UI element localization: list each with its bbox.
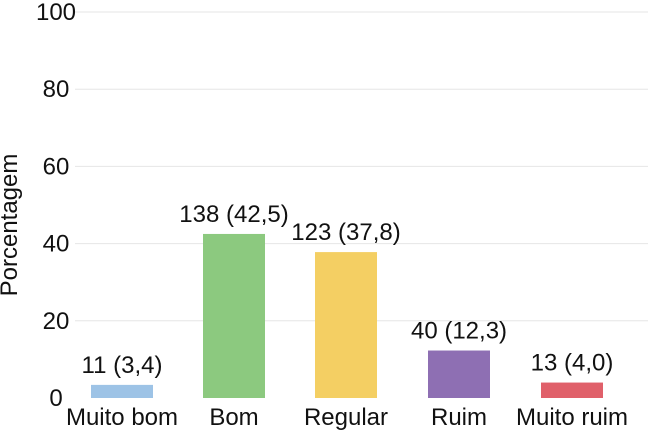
bar-muito-ruim <box>541 382 603 398</box>
y-tick-label: 100 <box>36 0 76 26</box>
x-tick-label: Muito bom <box>66 404 178 431</box>
data-label: 40 (12,3) <box>411 318 507 345</box>
data-label: 13 (4,0) <box>531 350 614 377</box>
bar-muito-bom <box>91 384 153 398</box>
y-tick-label: 40 <box>43 231 70 258</box>
x-tick-label: Bom <box>209 404 258 431</box>
data-label: 11 (3,4) <box>82 352 163 379</box>
bar-bom <box>203 233 265 398</box>
y-tick-label: 0 <box>49 385 62 412</box>
bars <box>91 233 603 398</box>
y-tick-label: 20 <box>43 308 70 335</box>
y-tick-label: 60 <box>43 153 70 180</box>
y-tick-label: 80 <box>43 76 70 103</box>
x-axis-ticks: Muito bom Bom Regular Ruim Muito ruim <box>66 404 628 431</box>
bar-regular <box>315 252 377 398</box>
y-axis-ticks: 0 20 40 60 80 100 <box>36 0 76 412</box>
data-label: 138 (42,5) <box>179 201 288 228</box>
gridlines <box>75 11 648 322</box>
x-tick-label: Regular <box>304 404 388 431</box>
y-axis-title: Porcentagem <box>0 154 23 297</box>
bar-ruim <box>428 350 490 398</box>
x-tick-label: Ruim <box>431 404 487 431</box>
data-labels: 11 (3,4) 138 (42,5)123 (37,8) 40 (12,3) 13 … <box>82 201 614 379</box>
x-tick-label: Muito ruim <box>516 404 628 431</box>
data-label: 123 (37,8) <box>291 219 400 246</box>
